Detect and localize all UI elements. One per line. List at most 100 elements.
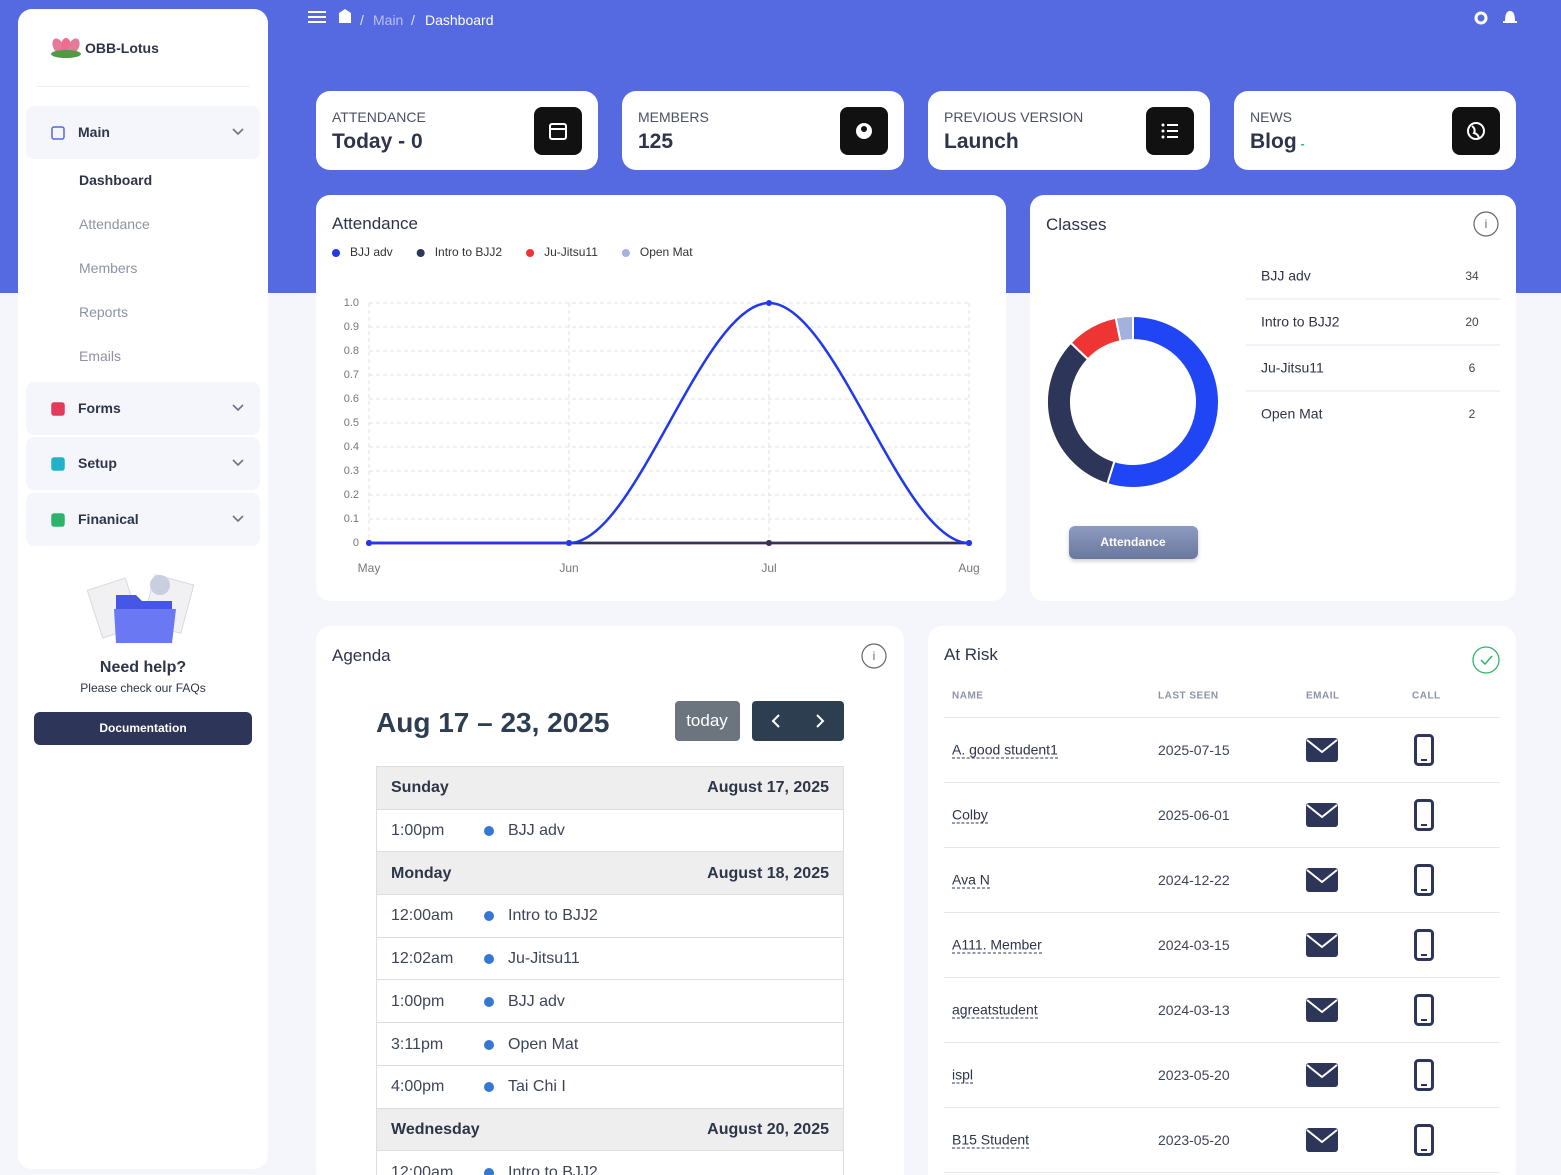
event-time: 4:00pm	[391, 1078, 445, 1096]
menu-icon-shape	[51, 457, 65, 471]
logo-petal	[68, 38, 80, 54]
help-title: Need help?	[99, 659, 187, 676]
breadcrumb-item[interactable]: Main	[373, 12, 404, 28]
menu-group[interactable]: Main	[26, 106, 260, 159]
phone-button	[1421, 824, 1427, 826]
stat-card: ATTENDANCE Today - 0	[316, 91, 598, 170]
day-name: Monday	[391, 864, 452, 882]
menu-label: Finanical	[78, 511, 139, 527]
divider	[36, 86, 250, 87]
member-name[interactable]: A. good student1	[952, 741, 1058, 759]
event-row[interactable]: 1:00pm BJJ adv	[377, 981, 843, 1024]
nav-buttons[interactable]	[752, 701, 844, 741]
submenu-item[interactable]: Attendance	[79, 216, 150, 232]
y-tick-label: 0.8	[344, 345, 359, 357]
donut-segment	[1046, 341, 1116, 486]
button-label: Documentation	[99, 721, 187, 735]
attendance-card: Attendance BJJ adv Intro to BJJ2 Ju-Jitsu11…	[316, 195, 1006, 601]
event-row[interactable]: 12:00am Intro to BJJ2	[377, 895, 843, 938]
y-tick-label: 0.4	[344, 441, 359, 453]
today-button[interactable]: today	[675, 701, 740, 741]
member-name[interactable]: Ava N	[952, 871, 990, 889]
menu-icon	[51, 457, 65, 471]
data-point	[766, 540, 772, 546]
menu-group[interactable]: Finanical	[26, 493, 260, 546]
stat-label: PREVIOUS VERSION	[944, 109, 1084, 125]
event-dot	[484, 1167, 494, 1175]
y-tick-label: 0.2	[344, 489, 359, 501]
class-count: 20	[1465, 315, 1479, 329]
row-divider	[944, 977, 1500, 978]
class-count: 34	[1465, 269, 1479, 283]
event-row[interactable]: 3:11pm Open Mat	[377, 1023, 843, 1066]
stat-card: NEWS Blog -	[1234, 91, 1516, 170]
last-seen: 2024-12-22	[1158, 872, 1230, 888]
member-name[interactable]: A111. Member	[952, 936, 1042, 954]
class-name: Ju-Jitsu11	[1261, 360, 1324, 376]
stat-icon	[840, 107, 888, 155]
envelope	[1306, 1063, 1338, 1087]
envelope-flap	[1306, 739, 1338, 754]
column-header: NAME	[952, 690, 984, 702]
next-arrow	[816, 714, 825, 728]
event-time: 1:00pm	[391, 822, 445, 840]
envelope-flap	[1306, 869, 1338, 884]
call-icon	[1414, 799, 1434, 831]
envelope	[1306, 998, 1338, 1022]
brand-name: OBB-Lotus	[85, 40, 159, 56]
settings-icon	[1474, 11, 1488, 25]
chevron-shape	[232, 515, 244, 523]
folder-front	[114, 609, 176, 643]
submenu-item[interactable]: Dashboard	[79, 172, 153, 188]
row-divider	[944, 912, 1500, 913]
event-row[interactable]: 1:00pm BJJ adv	[377, 810, 843, 853]
chevron-shape	[232, 128, 244, 136]
stat-value: Blog -	[1250, 130, 1305, 153]
phone-button	[1421, 954, 1427, 956]
agenda-card: Agenda i Aug 17 – 23, 2025 today Sunday Augus…	[316, 626, 904, 1175]
menu-group[interactable]: Setup	[26, 437, 260, 490]
call-icon	[1414, 1124, 1434, 1156]
row-divider	[944, 1042, 1500, 1043]
day-date: August 18, 2025	[707, 864, 829, 882]
member-name[interactable]: agreatstudent	[952, 1001, 1038, 1019]
submenu-item[interactable]: Emails	[79, 348, 122, 364]
event-row[interactable]: 12:02am Ju-Jitsu11	[377, 938, 843, 981]
documentation-button[interactable]: Documentation	[34, 712, 252, 745]
stat-value: Today - 0	[332, 130, 423, 153]
member-name[interactable]: ispl	[952, 1066, 974, 1084]
member-name[interactable]: Colby	[952, 806, 988, 824]
stat-icon-glyph	[856, 123, 872, 139]
status-check	[1480, 655, 1493, 666]
event-row[interactable]: 4:00pm Tai Chi I	[377, 1066, 843, 1109]
email-icon	[1306, 738, 1338, 762]
event-title: Open Mat	[508, 1035, 579, 1053]
event-dot	[484, 1082, 494, 1093]
submenu-item[interactable]: Reports	[79, 304, 129, 320]
breadcrumb-item: Dashboard	[425, 12, 494, 28]
glyph	[1161, 135, 1165, 139]
nav-arrows	[771, 714, 825, 728]
agenda-list: Sunday August 17, 2025 1:00pm BJJ adv Monday…	[376, 766, 844, 1175]
menu-icon	[51, 402, 65, 416]
member-name[interactable]: B15 Student	[952, 1131, 1030, 1149]
class-count: 2	[1469, 407, 1476, 421]
day-header: Monday August 18, 2025	[377, 852, 843, 896]
last-seen: 2024-03-15	[1158, 937, 1230, 953]
envelope-flap	[1306, 804, 1338, 819]
email-icon	[1306, 868, 1338, 892]
chevron	[232, 459, 244, 467]
at-risk-card: At Risk NAME LAST SEEN EMAIL CALL A. good stu…	[928, 626, 1516, 1175]
last-seen: 2025-07-15	[1158, 742, 1230, 758]
event-title: Intro to BJJ2	[508, 907, 598, 925]
menu-group[interactable]: Forms	[26, 382, 260, 435]
event-row[interactable]: 12:00am Intro to BJJ2	[377, 1151, 843, 1175]
bell-icon	[1503, 11, 1517, 23]
phone-button	[1421, 1149, 1427, 1151]
legend-label: Open Mat	[640, 245, 693, 259]
glyph	[1471, 125, 1480, 139]
status-circle	[1472, 646, 1500, 674]
envelope-flap	[1306, 934, 1338, 949]
attendance-button[interactable]: Attendance	[1069, 526, 1198, 559]
submenu-item[interactable]: Members	[79, 260, 138, 276]
